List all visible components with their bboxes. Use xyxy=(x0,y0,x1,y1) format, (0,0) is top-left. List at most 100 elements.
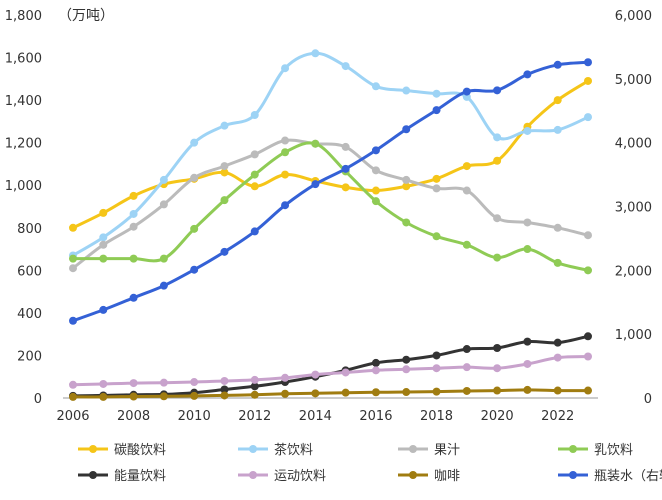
data-point xyxy=(584,266,592,275)
legend-item: 碳酸饮料 xyxy=(78,443,166,458)
data-point xyxy=(523,245,532,254)
data-point xyxy=(281,170,290,179)
data-point xyxy=(493,156,502,165)
data-point xyxy=(523,337,532,346)
data-point xyxy=(341,368,350,377)
data-point xyxy=(584,58,592,67)
data-point xyxy=(190,391,199,400)
data-point xyxy=(250,227,259,236)
data-point xyxy=(129,191,138,200)
data-point xyxy=(493,386,502,395)
data-point xyxy=(432,351,441,360)
data-point xyxy=(462,87,471,96)
legend-label: 运动饮料 xyxy=(274,469,326,484)
left-axis-ticks: 0 200 400 600 800 1,000 1,200 1,400 1,600 1,800 xyxy=(5,9,42,407)
data-point xyxy=(341,183,350,192)
data-point xyxy=(99,392,108,401)
legend-item: 茶饮料 xyxy=(238,442,313,458)
data-point xyxy=(523,218,532,227)
data-point xyxy=(553,223,562,232)
data-point xyxy=(99,379,108,388)
data-point xyxy=(250,182,259,191)
data-point xyxy=(462,386,471,395)
data-point xyxy=(432,89,441,98)
data-point xyxy=(432,106,441,115)
data-point xyxy=(462,186,471,195)
data-point xyxy=(190,265,199,274)
right-tick-label: 5,000 xyxy=(615,73,652,88)
data-point xyxy=(341,62,350,71)
data-point xyxy=(220,376,229,385)
left-tick-label: 400 xyxy=(17,307,42,322)
data-point xyxy=(402,218,411,227)
data-point xyxy=(432,387,441,396)
data-point xyxy=(402,388,411,397)
data-point xyxy=(99,233,108,242)
data-point xyxy=(159,378,168,387)
data-point xyxy=(402,182,411,191)
data-point xyxy=(69,223,77,232)
data-point xyxy=(523,70,532,79)
data-point xyxy=(250,382,259,391)
data-point xyxy=(281,64,290,73)
data-point xyxy=(250,390,259,399)
left-tick-label: 800 xyxy=(17,222,42,237)
data-point xyxy=(281,389,290,398)
data-point xyxy=(371,358,380,367)
data-point xyxy=(129,379,138,388)
data-point xyxy=(250,170,259,179)
x-axis-ticks: 2006 2008 2010 2012 2014 2016 2018 2020 2022 xyxy=(56,409,574,424)
data-point xyxy=(584,76,592,85)
data-point xyxy=(69,264,77,273)
legend-label: 乳饮料 xyxy=(594,443,633,458)
data-point xyxy=(371,388,380,397)
right-tick-label: 3,000 xyxy=(615,201,652,216)
left-tick-label: 1,800 xyxy=(5,9,42,24)
series-7 xyxy=(69,58,592,325)
data-point xyxy=(311,389,320,398)
data-point xyxy=(129,222,138,231)
data-point xyxy=(99,305,108,314)
series-6 xyxy=(69,385,592,401)
x-tick-label: 2012 xyxy=(238,409,271,424)
data-point xyxy=(69,254,77,263)
series-2 xyxy=(69,136,592,273)
series-5 xyxy=(69,352,592,389)
x-tick-label: 2006 xyxy=(56,409,89,424)
data-point xyxy=(250,150,259,159)
data-point xyxy=(129,293,138,302)
right-tick-label: 1,000 xyxy=(615,328,652,343)
left-tick-label: 1,600 xyxy=(5,52,42,67)
x-tick-label: 2018 xyxy=(420,409,453,424)
data-point xyxy=(69,392,77,401)
data-point xyxy=(584,113,592,122)
data-point xyxy=(493,133,502,142)
left-tick-label: 1,200 xyxy=(5,137,42,152)
left-tick-label: 1,000 xyxy=(5,179,42,194)
x-tick-label: 2008 xyxy=(117,409,150,424)
left-tick-label: 1,400 xyxy=(5,94,42,109)
data-point xyxy=(432,364,441,373)
legend-label: 咖啡 xyxy=(434,469,460,484)
data-point xyxy=(190,173,199,182)
data-point xyxy=(553,386,562,395)
legend-swatch-marker xyxy=(249,445,257,453)
data-point xyxy=(523,126,532,135)
data-point xyxy=(371,82,380,91)
legend-swatch-marker xyxy=(569,445,577,453)
data-point xyxy=(311,49,320,58)
data-point xyxy=(220,196,229,205)
data-point xyxy=(281,373,290,382)
x-tick-label: 2014 xyxy=(299,409,332,424)
left-tick-label: 0 xyxy=(34,392,42,407)
series-line xyxy=(72,138,589,270)
data-point xyxy=(553,60,562,69)
x-tick-label: 2016 xyxy=(359,409,392,424)
data-point xyxy=(462,363,471,372)
x-tick-label: 2020 xyxy=(481,409,514,424)
data-point xyxy=(462,345,471,354)
data-point xyxy=(311,180,320,189)
